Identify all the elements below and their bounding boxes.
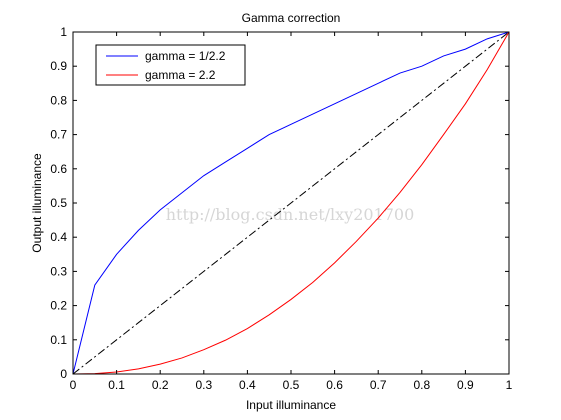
series-line-1 [72, 31, 510, 375]
x-tick-label: 0.7 [370, 378, 387, 392]
y-tick-label: 0.2 [50, 299, 67, 313]
y-tick-label: 0.5 [50, 196, 67, 210]
legend-box [95, 44, 246, 86]
series-layer [72, 31, 510, 375]
y-tick-label: 0.6 [50, 162, 67, 176]
y-tick-label: 0.4 [50, 230, 67, 244]
x-tick-label: 0.3 [195, 378, 212, 392]
y-tick-label: 1 [60, 25, 67, 39]
x-tick-label: 1 [506, 378, 513, 392]
x-tick-label: 0.2 [152, 378, 169, 392]
x-axis-label: Input illuminance [246, 398, 336, 412]
x-tick-label: 0 [70, 378, 77, 392]
ticks-layer: 0 0.1 0.2 0.3 0.4 0.5 0.6 0.7 0.8 0.9 1 0 0.1 0.2 0.3 0… [50, 25, 512, 392]
x-tick-label: 0.5 [283, 378, 300, 392]
x-tick-label: 0.6 [326, 378, 343, 392]
reference-line [72, 31, 510, 375]
y-tick-label: 0.9 [50, 59, 67, 73]
x-tick-label: 0.4 [239, 378, 256, 392]
watermark: http://blog.csdn.net/lxy201700 [166, 205, 415, 224]
x-tick-label: 0.9 [457, 378, 474, 392]
x-tick-label: 0.8 [413, 378, 430, 392]
chart-title: Gamma correction [242, 11, 341, 25]
legend-label-gamma-inverse: gamma = 1/2.2 [145, 49, 226, 63]
y-tick-label: 0.7 [50, 128, 67, 142]
y-tick-label: 0.1 [50, 333, 67, 347]
series-line-0 [72, 31, 510, 375]
legend: gamma = 1/2.2 gamma = 2.2 [95, 44, 246, 86]
y-tick-label: 0.8 [50, 93, 67, 107]
y-tick-label: 0 [60, 367, 67, 381]
y-axis-label: Output illuminance [30, 153, 44, 253]
y-tick-label: 0.3 [50, 264, 67, 278]
legend-label-gamma: gamma = 2.2 [145, 68, 216, 82]
x-tick-label: 0.1 [108, 378, 125, 392]
